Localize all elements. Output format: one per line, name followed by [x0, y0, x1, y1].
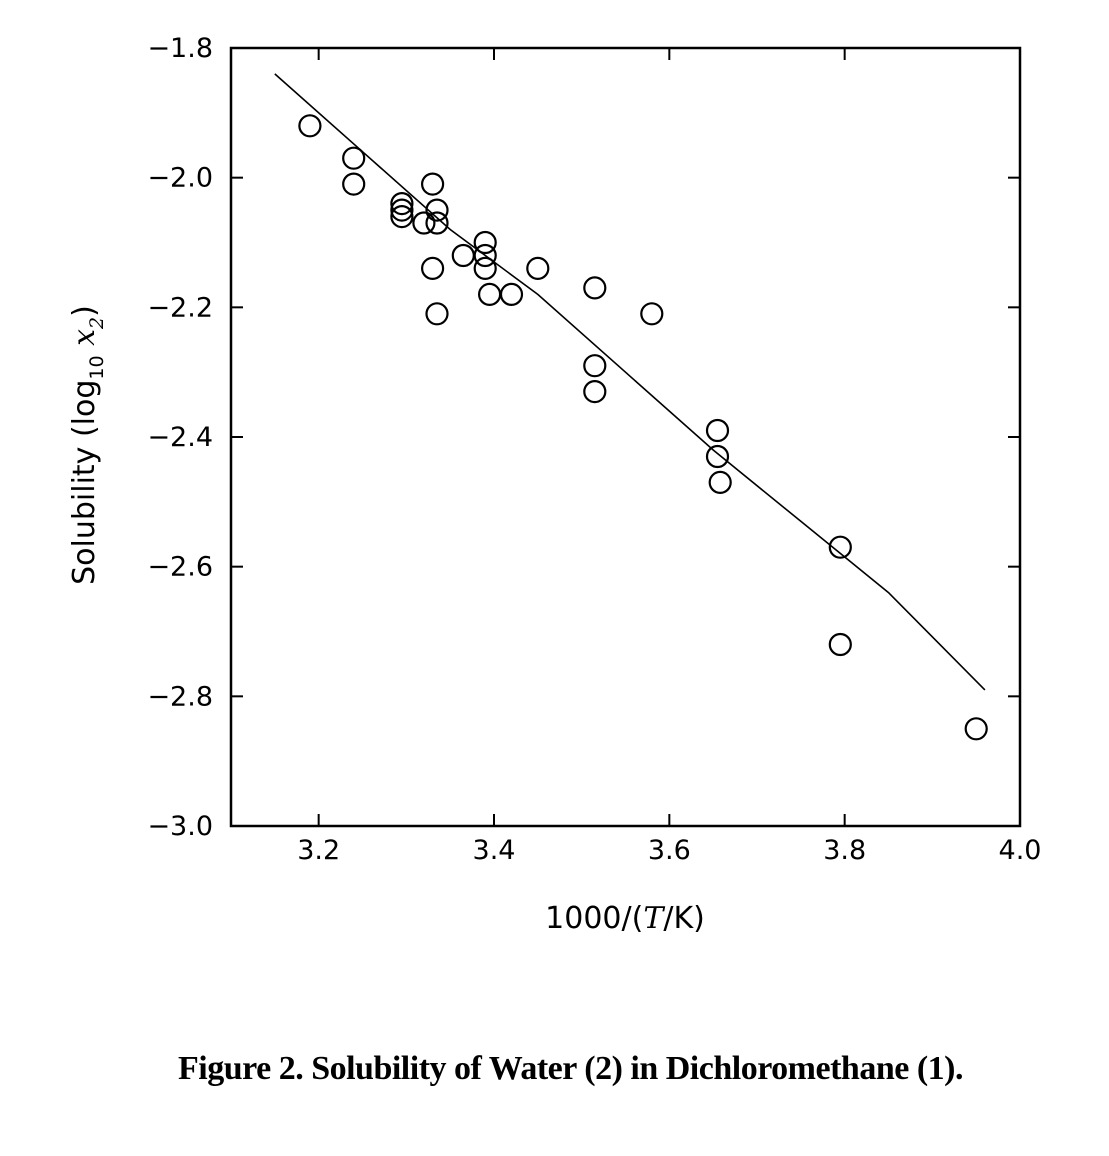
data-point [708, 470, 732, 494]
data-point [828, 535, 852, 559]
data-point [964, 717, 988, 741]
data-point [342, 146, 366, 170]
y-axis-label-var: x [67, 329, 102, 356]
data-point [473, 256, 497, 280]
y-tick-label: −2.4 [147, 422, 213, 453]
y-tick-label: −2.8 [147, 681, 213, 712]
x-tick-label: 4.0 [999, 835, 1042, 866]
data-point [473, 230, 497, 255]
y-tick-label: −3.0 [147, 811, 213, 842]
data-point [640, 302, 664, 326]
fit-line [274, 73, 986, 691]
data-point [583, 354, 607, 378]
data-point [342, 172, 366, 196]
x-tick-label: 3.8 [823, 835, 866, 866]
data-point [478, 282, 502, 306]
y-tick-label: −2.6 [147, 552, 213, 583]
x-tick-label: 3.4 [473, 835, 516, 866]
y-axis-label-prefix: Solubility (log [67, 380, 102, 585]
data-point [421, 172, 445, 196]
data-point [526, 256, 550, 280]
data-point [425, 302, 449, 326]
plot-frame [229, 46, 1022, 828]
data-point [499, 282, 524, 306]
y-axis-label-varsub: 2 [86, 317, 108, 330]
x-axis-label: 1000/(T/K) [545, 901, 705, 936]
data-point [390, 192, 414, 216]
data-point [425, 211, 449, 235]
y-tick-label: −2.0 [147, 163, 213, 194]
data-point [390, 205, 414, 229]
data-point [421, 256, 445, 280]
data-point [412, 211, 436, 235]
y-axis-label-sub: 10 [86, 355, 108, 379]
figure-caption: Figure 2. Solubility of Water (2) in Dic… [178, 1050, 963, 1087]
y-axis-label: Solubility (log10 x2) [67, 305, 108, 585]
x-tick-label: 3.6 [648, 835, 691, 866]
data-point [828, 632, 852, 657]
y-axis-ticks: −1.8 −2.0 −2.2 −2.4 −2.6 −2.8 −3.0 [147, 33, 1020, 842]
data-point [705, 418, 730, 443]
data-point [298, 114, 322, 138]
x-axis-label-suffix: /K) [663, 901, 704, 936]
data-point [451, 243, 475, 268]
x-axis-label-prefix: 1000/( [545, 901, 643, 936]
data-point [705, 444, 730, 469]
x-axis-ticks: 3.2 3.4 3.6 3.8 4.0 [297, 48, 1041, 866]
data-point [390, 198, 414, 222]
data-point [583, 380, 607, 404]
x-tick-label: 3.2 [297, 835, 340, 866]
data-points [298, 114, 988, 741]
y-tick-label: −1.8 [147, 33, 213, 64]
data-point [425, 198, 449, 222]
x-axis-label-var: T [643, 901, 665, 936]
y-tick-label: −2.2 [147, 292, 213, 323]
data-point [583, 276, 607, 300]
data-point [473, 243, 497, 268]
y-axis-label-suffix: ) [67, 305, 102, 317]
